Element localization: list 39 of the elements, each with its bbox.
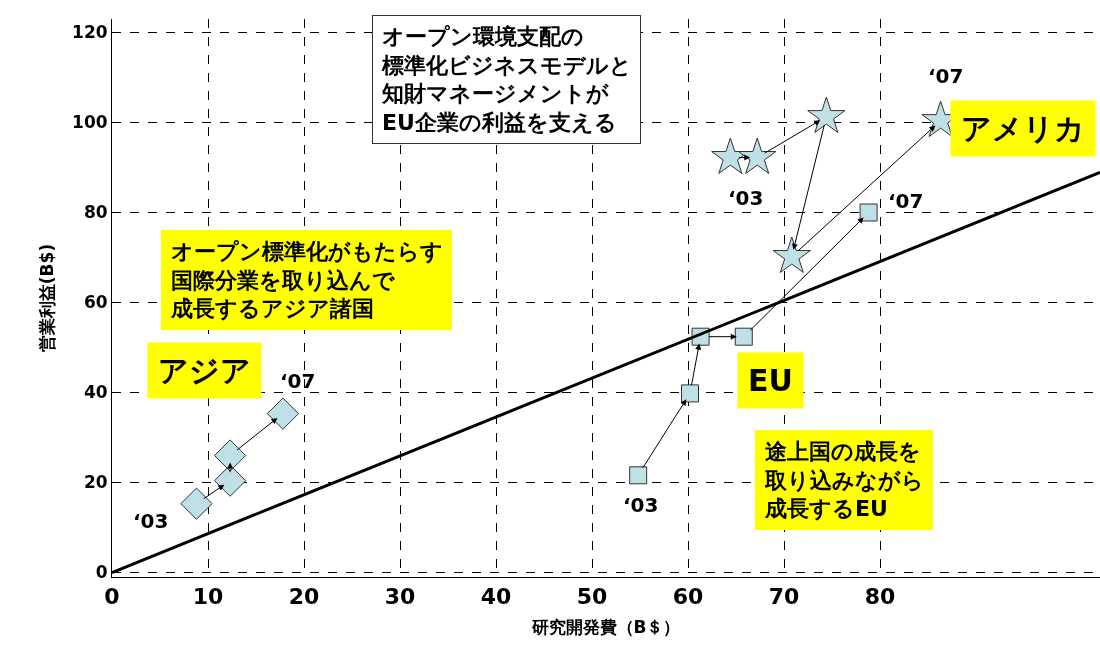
annotation: ‘07 [928, 64, 964, 88]
x-axis-title: 研究開発費（B＄） [530, 616, 681, 637]
y-tick-label: 80 [83, 202, 108, 223]
annotation: ‘03 [133, 509, 169, 533]
annotation: ‘07 [888, 189, 924, 213]
point [738, 137, 777, 174]
annotation: ‘03 [623, 493, 659, 517]
annotation: 途上国の成長を取り込みながら成長するEU [764, 439, 924, 522]
annotation: オープン標準化がもたらす国際分業を取り込んで成長するアジア諸国 [170, 239, 443, 322]
y-tick-label: 120 [72, 22, 108, 43]
x-tick-label: 10 [192, 584, 224, 610]
point [807, 96, 846, 134]
point [629, 466, 648, 485]
y-tick-label: 20 [83, 472, 108, 493]
series-label: EU [748, 363, 793, 398]
series-label: アジア [158, 353, 251, 388]
annotation: オープン環境支配の標準化ビジネスモデルと知財マネージメントがEU企業の利益を支える [381, 24, 632, 135]
annotation: ‘03 [728, 186, 764, 210]
y-tick-label: 100 [72, 112, 108, 133]
point [214, 439, 247, 472]
x-tick-label: 70 [768, 584, 800, 610]
y-tick-label: 60 [83, 292, 108, 313]
point [180, 487, 213, 520]
x-tick-label: 50 [576, 584, 608, 610]
x-tick-label: 40 [480, 584, 512, 610]
x-tick-label: 60 [672, 584, 704, 610]
y-tick-label: 0 [95, 562, 108, 583]
point [734, 327, 753, 346]
x-tick-label: 30 [384, 584, 416, 610]
annotation: ‘07 [280, 369, 316, 393]
point [859, 203, 878, 222]
x-tick-label: 20 [288, 584, 320, 610]
y-axis-title: 営業利益(B$) [36, 243, 57, 353]
point [681, 384, 700, 403]
y-tick-label: 40 [83, 382, 108, 403]
series-label: アメリカ [961, 111, 1085, 146]
point [772, 236, 811, 273]
point [266, 397, 300, 430]
x-tick-label: 80 [864, 584, 896, 610]
